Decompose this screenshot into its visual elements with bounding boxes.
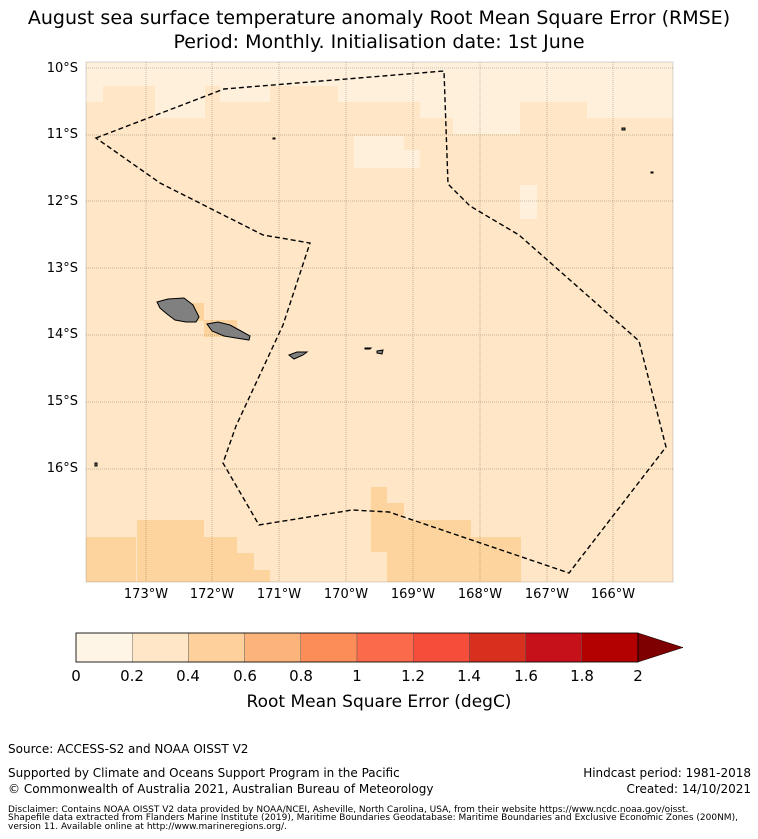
island-west (94, 462, 98, 467)
colorbar-cell (581, 632, 639, 663)
land-masses (94, 127, 654, 467)
colorbar-tick: 1.6 (514, 667, 538, 685)
map-title: August sea surface temperature anomaly R… (27, 7, 731, 29)
colorbar-cells (75, 632, 639, 663)
colorbar-cell (75, 632, 133, 663)
island-tau (376, 349, 384, 355)
lat-label-13s: 13°S (46, 261, 78, 276)
map-subtitle: Period: Monthly. Initialisation date: 1s… (173, 31, 585, 53)
created-text: Created: 14/10/2021 (626, 782, 751, 796)
lon-label-171w: 171°W (256, 587, 302, 602)
disclaimer-line-1: Disclaimer: Contains NOAA OISST V2 data … (8, 805, 689, 815)
lat-label-16s: 16°S (46, 461, 78, 476)
colorbar-cell (356, 632, 414, 663)
rmse-map (85, 61, 674, 583)
lon-label-169w: 169°W (390, 587, 436, 602)
colorbar-tick: 0.2 (120, 667, 144, 685)
disclaimer-line-3: version 11. Available online at http://w… (8, 822, 287, 832)
colorbar-frame (75, 632, 639, 663)
eez-boundary (94, 70, 667, 574)
colorbar-tick: 0.4 (176, 667, 200, 685)
high-rmse-patches (86, 303, 521, 582)
source-text: Source: ACCESS-S2 and NOAA OISST V2 (8, 742, 249, 756)
lat-label-10s: 10°S (46, 61, 78, 76)
island-swains (621, 127, 626, 131)
island-rose (650, 171, 654, 174)
lat-label-11s: 11°S (46, 127, 78, 142)
lon-label-168w: 168°W (457, 587, 503, 602)
lon-label-167w: 167°W (524, 587, 570, 602)
lon-label-172w: 172°W (189, 587, 235, 602)
colorbar-tick: 1.4 (457, 667, 481, 685)
lat-label-14s: 14°S (46, 327, 78, 342)
island-upolu (206, 321, 251, 341)
colorbar-tick: 0.6 (233, 667, 257, 685)
lon-label-173w: 173°W (123, 587, 169, 602)
colorbar-cell (244, 632, 302, 663)
disclaimer-line-2: Shapefile data extracted from Flanders M… (8, 813, 738, 823)
lat-label-12s: 12°S (46, 194, 78, 209)
lon-label-166w: 166°W (590, 587, 636, 602)
map-frame (85, 61, 674, 583)
colorbar-tick: 0.8 (289, 667, 313, 685)
low-rmse-patches (86, 62, 673, 219)
island-savaii (156, 297, 200, 323)
colorbar-cell (131, 632, 189, 663)
colorbar-tick: 0 (71, 667, 81, 685)
colorbar-cell (525, 632, 582, 663)
colorbar-label: Root Mean Square Error (degC) (246, 692, 512, 712)
colorbar-cell (188, 632, 245, 663)
colorbar-cell (300, 632, 358, 663)
graticule (86, 62, 673, 582)
lon-label-170w: 170°W (323, 587, 369, 602)
colorbar-cell (469, 632, 526, 663)
copyright-text: © Commonwealth of Australia 2021, Austra… (8, 782, 434, 796)
colorbar-tick: 1 (352, 667, 362, 685)
hindcast-text: Hindcast period: 1981-2018 (583, 766, 751, 780)
colorbar-tick: 1.2 (401, 667, 425, 685)
colorbar-tick: 1.8 (570, 667, 594, 685)
colorbar-tick: 2 (633, 667, 643, 685)
colorbar-extend-arrow (637, 632, 684, 663)
island-tutuila (288, 351, 309, 360)
colorbar-cell (413, 632, 470, 663)
island-ofu (364, 347, 373, 350)
island-small (272, 137, 276, 140)
lat-label-15s: 15°S (46, 394, 78, 409)
supported-text: Supported by Climate and Oceans Support … (8, 766, 400, 780)
